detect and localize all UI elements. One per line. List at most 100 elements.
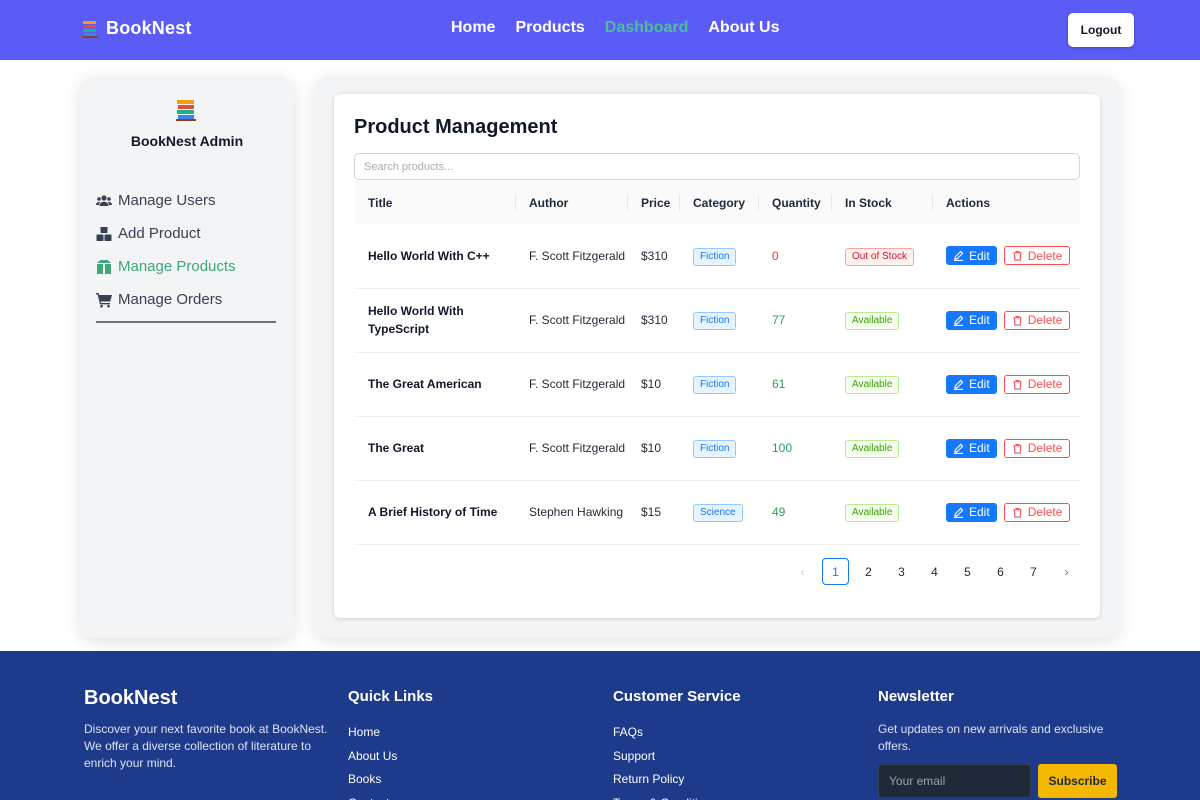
delete-button[interactable]: Delete [1003, 438, 1071, 458]
stock-status-badge: Out of Stock [845, 247, 915, 266]
products-table: Title Author Price Category Quantity In … [354, 181, 1080, 545]
cell-price: $10 [641, 377, 662, 391]
footer-link-about-us[interactable]: About Us [348, 748, 398, 763]
delete-button[interactable]: Delete [1003, 374, 1071, 394]
pagination-page-7[interactable]: 7 [1030, 564, 1037, 579]
nav-links: Home Products Dashboard About Us [451, 19, 779, 37]
pagination-prev-button[interactable]: ‹ [800, 564, 805, 579]
delete-button[interactable]: Delete [1003, 310, 1071, 330]
delete-button[interactable]: Delete [1003, 246, 1071, 266]
trash-icon [1013, 379, 1022, 390]
sidebar-item-manage-users[interactable]: Manage Users [96, 184, 276, 217]
trash-icon [1013, 251, 1022, 261]
pagination-page-1[interactable]: 1 [822, 558, 849, 585]
footer-heading: Customer Service [613, 688, 741, 705]
sidebar-item-manage-orders[interactable]: Manage Orders [96, 283, 276, 316]
trash-icon [1013, 507, 1022, 518]
category-tag: Fiction [693, 440, 737, 458]
edit-button-label: Edit [969, 505, 990, 519]
footer-heading: Newsletter [878, 688, 954, 705]
cell-author: Stephen Hawking [529, 505, 624, 519]
cell-quantity: 100 [772, 441, 793, 455]
stock-status-badge: Available [845, 312, 900, 330]
column-separator [515, 195, 516, 211]
cell-actions: Edit Delete [932, 416, 1080, 480]
edit-button[interactable]: Edit [946, 502, 997, 522]
cell-actions: Edit Delete [932, 480, 1080, 544]
edit-icon [953, 379, 964, 390]
cell-category: Fiction [679, 352, 758, 416]
footer: BookNest Discover your next favorite boo… [0, 651, 1200, 800]
column-header-author[interactable]: Author [515, 181, 627, 224]
nav-about-us[interactable]: About Us [708, 19, 780, 36]
sidebar-item-add-product[interactable]: Add Product [96, 217, 276, 250]
newsletter-email-input[interactable] [878, 764, 1031, 798]
cell-quantity: 61 [772, 377, 786, 391]
cell-author: F. Scott Fitzgerald [529, 313, 626, 327]
cell-stock: Out of Stock [831, 224, 932, 288]
edit-button-label: Edit [969, 248, 990, 263]
sidebar-item-label: Manage Orders [118, 291, 223, 308]
column-header-in-stock[interactable]: In Stock [831, 181, 932, 224]
column-separator [627, 195, 628, 211]
footer-link-return-policy[interactable]: Return Policy [613, 772, 685, 786]
cell-stock: Available [831, 352, 932, 416]
boxes-icon [96, 226, 112, 241]
footer-link-books[interactable]: Books [348, 772, 382, 786]
category-tag: Fiction [693, 247, 737, 266]
edit-button[interactable]: Edit [946, 310, 997, 330]
cell-author: F. Scott Fitzgerald [529, 248, 626, 263]
edit-icon [953, 507, 964, 518]
brand-name: BookNest [106, 18, 192, 38]
delete-button-label: Delete [1027, 441, 1063, 455]
cell-category: Fiction [679, 224, 758, 288]
footer-link-contact[interactable]: Contact [348, 792, 397, 800]
footer-link-terms[interactable]: Terms & Conditions [613, 792, 717, 800]
search-input[interactable] [354, 153, 1080, 180]
column-separator [932, 195, 933, 211]
footer-description: Discover your next favorite book at Book… [84, 722, 328, 770]
column-header-title[interactable]: Title [368, 195, 393, 210]
brand-logo-link[interactable]: BookNest [82, 18, 192, 39]
edit-button-label: Edit [969, 441, 990, 455]
footer-link-home[interactable]: Home [348, 725, 381, 739]
trash-icon [1013, 443, 1022, 454]
footer-link-list: Home About Us Books Contact [348, 721, 397, 800]
cell-stock: Available [831, 416, 932, 480]
footer-link-faqs[interactable]: FAQs [613, 725, 644, 739]
edit-button[interactable]: Edit [946, 438, 997, 458]
pagination-page-6[interactable]: 6 [997, 564, 1004, 579]
cell-category: Fiction [679, 416, 758, 480]
books-icon [176, 100, 196, 121]
subscribe-button[interactable]: Subscribe [1038, 764, 1117, 798]
logout-button[interactable]: Logout [1068, 13, 1134, 47]
column-header-price[interactable]: Price [627, 181, 679, 224]
column-header-label: Author [529, 195, 569, 210]
trash-icon [1013, 315, 1022, 326]
cell-category: Fiction [679, 288, 758, 352]
delete-button[interactable]: Delete [1003, 502, 1071, 522]
edit-button-label: Edit [969, 313, 990, 327]
nav-home[interactable]: Home [451, 19, 496, 36]
pagination-next-button[interactable]: › [1064, 564, 1069, 579]
column-header-quantity[interactable]: Quantity [758, 181, 831, 224]
cell-title: The Great American [368, 377, 482, 391]
column-header-actions: Actions [932, 181, 1080, 224]
cell-title: A Brief History of Time [368, 505, 498, 519]
edit-button[interactable]: Edit [946, 246, 997, 266]
column-header-label: In Stock [845, 195, 892, 210]
nav-products[interactable]: Products [515, 19, 585, 36]
pagination-page-5[interactable]: 5 [964, 564, 971, 579]
edit-button[interactable]: Edit [946, 374, 997, 394]
product-management-card: Product Management Title Author Price Ca… [334, 94, 1100, 618]
nav-dashboard[interactable]: Dashboard [604, 19, 689, 36]
footer-brand: BookNest [84, 687, 178, 709]
pagination-page-3[interactable]: 3 [898, 564, 905, 579]
footer-link-support[interactable]: Support [613, 748, 656, 763]
pagination-page-2[interactable]: 2 [865, 564, 872, 579]
pagination-page-4[interactable]: 4 [931, 564, 938, 579]
cell-price: $10 [641, 441, 662, 455]
column-header-category[interactable]: Category [679, 181, 758, 224]
sidebar-item-manage-products[interactable]: Manage Products [96, 250, 276, 283]
cell-price: $310 [641, 313, 668, 327]
